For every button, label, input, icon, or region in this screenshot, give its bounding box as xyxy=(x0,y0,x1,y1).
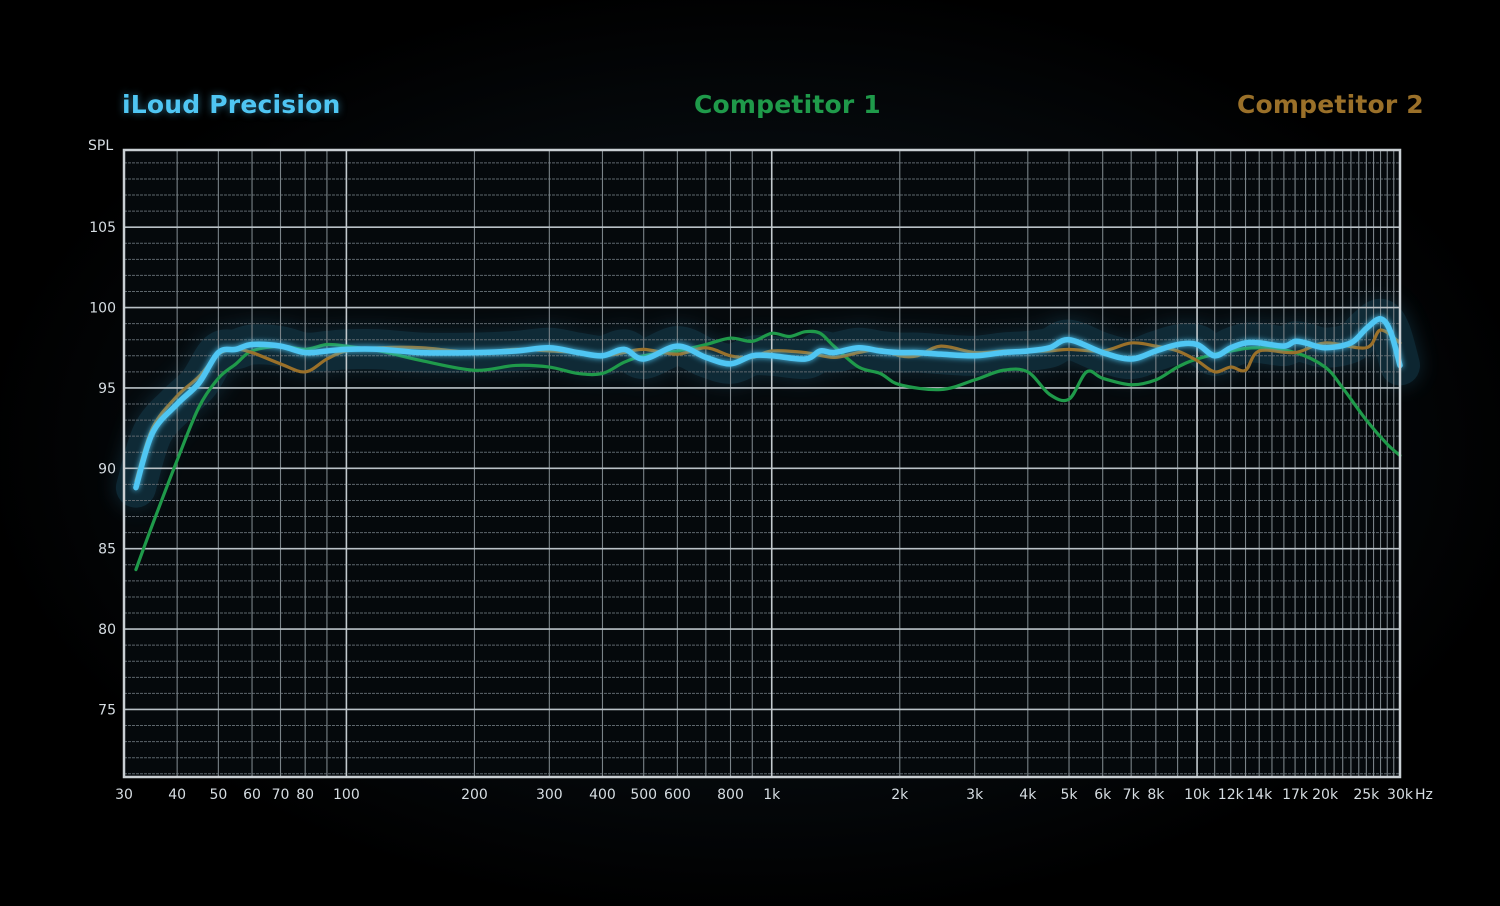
x-axis-unit-label: Hz xyxy=(1415,787,1433,803)
curve-iloud-precision xyxy=(133,316,1403,491)
x-tick-label: 30 xyxy=(115,787,133,803)
y-tick-label: 100 xyxy=(89,301,116,317)
x-tick-label: 14k xyxy=(1246,787,1273,803)
x-tick-label: 12k xyxy=(1218,787,1245,803)
x-tick-label: 25k xyxy=(1353,787,1380,803)
y-tick-label: 90 xyxy=(98,461,116,477)
legend-competitor-2: Competitor 2 xyxy=(1237,90,1424,119)
x-tick-label: 60 xyxy=(243,787,261,803)
plot-frame xyxy=(122,148,1402,779)
major-gridlines xyxy=(124,150,1400,777)
x-tick-label: 10k xyxy=(1184,787,1211,803)
x-tick-label: 5k xyxy=(1061,787,1079,803)
x-tick-label: 4k xyxy=(1019,787,1037,803)
x-tick-label: 20k xyxy=(1312,787,1339,803)
x-tick-label: 400 xyxy=(589,787,616,803)
legend-iloud-precision: iLoud Precision xyxy=(122,90,341,119)
x-tick-label: 2k xyxy=(891,787,909,803)
x-tick-label: 7k xyxy=(1123,787,1141,803)
y-axis-unit-label: SPL xyxy=(88,138,113,154)
y-axis-ticks: 75 80 85 90 95 100 105 xyxy=(89,220,116,718)
x-tick-label: 200 xyxy=(461,787,488,803)
x-tick-label: 3k xyxy=(966,787,984,803)
curve-competitor-1 xyxy=(134,329,1402,572)
x-tick-label: 600 xyxy=(664,787,691,803)
x-tick-label: 17k xyxy=(1282,787,1309,803)
y-tick-label: 75 xyxy=(98,702,116,718)
legend-competitor-1: Competitor 1 xyxy=(694,90,881,119)
x-tick-label: 8k xyxy=(1147,787,1165,803)
curve-competitor-2 xyxy=(134,328,1402,483)
y-tick-label: 80 xyxy=(98,622,116,638)
x-tick-label: 100 xyxy=(333,787,360,803)
minor-gridlines xyxy=(123,150,1401,777)
y-tick-label: 95 xyxy=(98,381,116,397)
x-tick-label: 40 xyxy=(168,787,186,803)
x-tick-label: 80 xyxy=(296,787,314,803)
y-tick-label: 85 xyxy=(98,542,116,558)
plot-area xyxy=(124,150,1400,777)
x-tick-label: 500 xyxy=(630,787,657,803)
x-tick-label: 30k xyxy=(1387,787,1414,803)
x-tick-label: 1k xyxy=(763,787,781,803)
x-tick-label: 70 xyxy=(272,787,290,803)
y-tick-label: 105 xyxy=(89,220,116,236)
x-tick-label: 800 xyxy=(717,787,744,803)
x-tick-label: 6k xyxy=(1094,787,1112,803)
curves xyxy=(133,316,1403,572)
x-axis-ticks: 30 40 50 60 70 80 100 200 300 400 500 600 800 1k 2k 3k 4… xyxy=(115,787,1414,803)
x-tick-label: 50 xyxy=(209,787,227,803)
x-tick-label: 300 xyxy=(536,787,563,803)
